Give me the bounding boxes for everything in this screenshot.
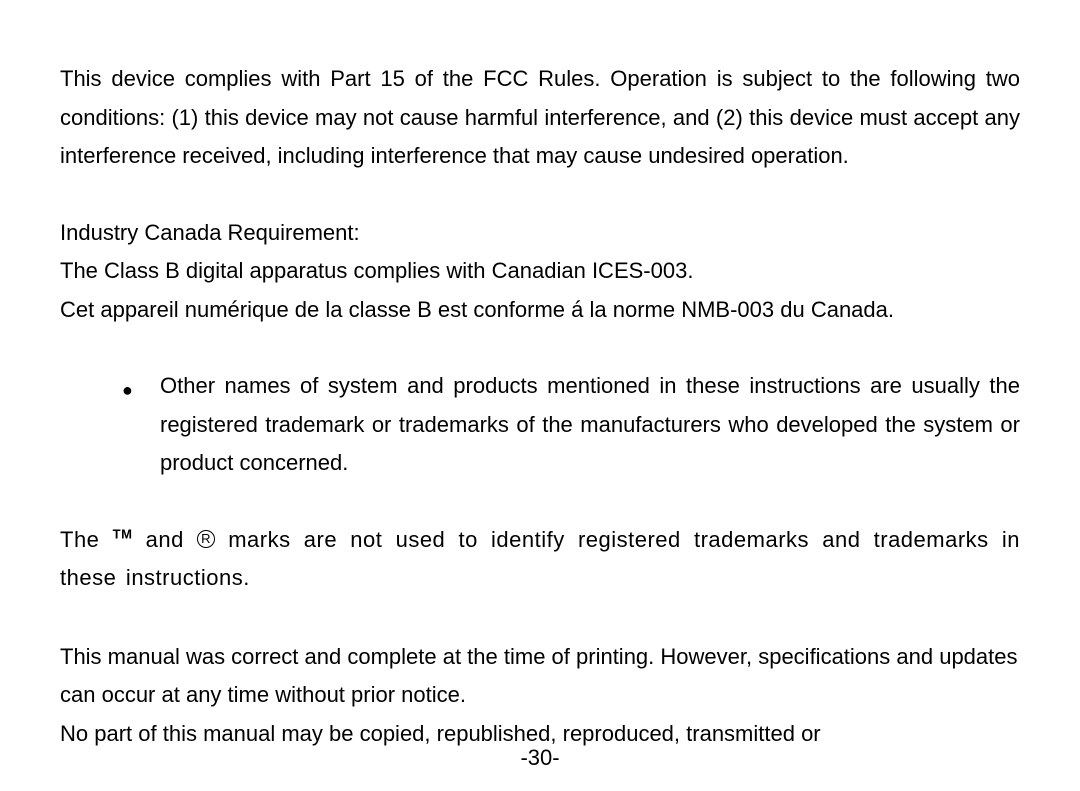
industry-canada-heading: Industry Canada Requirement:	[60, 214, 1020, 253]
fcc-compliance-text: This device complies with Part 15 of the…	[60, 60, 1020, 176]
document-body: This device complies with Part 15 of the…	[60, 60, 1020, 753]
tm-symbol-icon: TM	[113, 526, 133, 541]
industry-canada-block: Industry Canada Requirement: The Class B…	[60, 214, 1020, 330]
manual-notice-block: This manual was correct and complete at …	[60, 638, 1020, 754]
bullet-dot-icon: ●	[122, 375, 133, 407]
registered-symbol-icon: R	[197, 530, 215, 548]
industry-canada-english: The Class B digital apparatus complies w…	[60, 252, 1020, 291]
tm-mid: and	[132, 527, 197, 552]
tm-r-notice: The TM and R marks are not used to ident…	[60, 521, 1020, 598]
tm-prefix: The	[60, 527, 113, 552]
manual-notice-line-1: This manual was correct and complete at …	[60, 638, 1020, 715]
industry-canada-french: Cet appareil numérique de la classe B es…	[60, 291, 1020, 330]
trademark-bullet: ● Other names of system and products men…	[60, 367, 1020, 483]
page-number: -30-	[0, 745, 1080, 771]
trademark-bullet-text: Other names of system and products menti…	[160, 367, 1020, 483]
